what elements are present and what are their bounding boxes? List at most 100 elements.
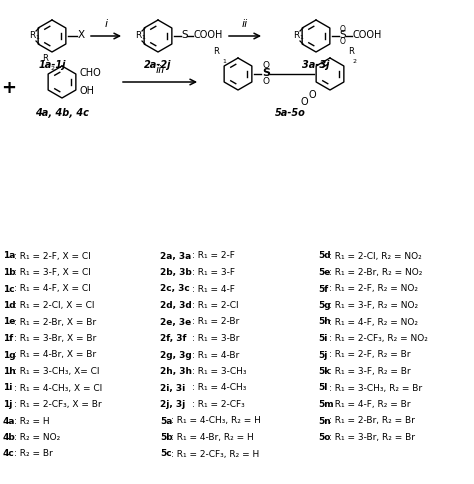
Text: 2f, 3f: 2f, 3f xyxy=(160,334,186,343)
Text: 2g, 3g: 2g, 3g xyxy=(160,350,192,360)
Text: 1: 1 xyxy=(142,35,146,40)
Text: 2i, 3i: 2i, 3i xyxy=(160,383,185,393)
Text: 4b: 4b xyxy=(3,433,16,442)
Text: 5e: 5e xyxy=(318,268,330,277)
Text: : R₁ = 3-CH₃, R₂ = Br: : R₁ = 3-CH₃, R₂ = Br xyxy=(329,383,422,393)
Text: COOH: COOH xyxy=(353,30,383,41)
Text: : R₁ = 4-CH₃, R₂ = H: : R₁ = 4-CH₃, R₂ = H xyxy=(171,417,261,425)
Text: 4a, 4b, 4c: 4a, 4b, 4c xyxy=(35,108,89,118)
Text: : R₁ = 2-CF₃, R₂ = NO₂: : R₁ = 2-CF₃, R₂ = NO₂ xyxy=(329,334,428,343)
Text: : R₁ = 4-CH₃, X = Cl: : R₁ = 4-CH₃, X = Cl xyxy=(14,383,102,393)
Text: O: O xyxy=(263,76,270,86)
Text: R: R xyxy=(213,47,219,56)
Text: 5b: 5b xyxy=(160,433,173,442)
Text: 2: 2 xyxy=(51,66,55,71)
Text: 5d: 5d xyxy=(318,252,331,260)
Text: : R₁ = 3-CH₃, X= Cl: : R₁ = 3-CH₃, X= Cl xyxy=(14,367,100,376)
Text: : R₁ = 3-F, R₂ = NO₂: : R₁ = 3-F, R₂ = NO₂ xyxy=(329,301,418,310)
Text: +: + xyxy=(1,79,17,97)
Text: : R₁ = 3-Br: : R₁ = 3-Br xyxy=(192,334,240,343)
Text: O: O xyxy=(300,97,308,107)
Text: 3a-3j: 3a-3j xyxy=(302,60,330,70)
Text: : R₁ = 2-CF₃: : R₁ = 2-CF₃ xyxy=(192,400,245,409)
Text: 1g: 1g xyxy=(3,350,16,360)
Text: 5n: 5n xyxy=(318,417,331,425)
Text: 2j, 3j: 2j, 3j xyxy=(160,400,185,409)
Text: : R₁ = 2-Br, X = Br: : R₁ = 2-Br, X = Br xyxy=(14,318,96,327)
Text: 5a-5o: 5a-5o xyxy=(274,108,305,118)
Text: OH: OH xyxy=(80,86,95,96)
Text: iii: iii xyxy=(155,65,164,75)
Text: 1h: 1h xyxy=(3,367,16,376)
Text: 5o: 5o xyxy=(318,433,330,442)
Text: 5l: 5l xyxy=(318,383,328,393)
Text: R: R xyxy=(42,54,48,63)
Text: : R₁ = 2-F, R₂ = Br: : R₁ = 2-F, R₂ = Br xyxy=(329,350,410,360)
Text: : R₁ = 2-F: : R₁ = 2-F xyxy=(192,252,236,260)
Text: : R₁ = 4-Br, R₂ = H: : R₁ = 4-Br, R₂ = H xyxy=(171,433,254,442)
Text: 2b, 3b: 2b, 3b xyxy=(160,268,192,277)
Text: S: S xyxy=(262,69,270,78)
Text: 5i: 5i xyxy=(318,334,328,343)
Text: R: R xyxy=(293,30,299,40)
Text: : R₁ = 3-CH₃: : R₁ = 3-CH₃ xyxy=(192,367,247,376)
Text: : R₁ = 4-F: : R₁ = 4-F xyxy=(192,285,236,293)
Text: : R₁ = 3-Br, R₂ = Br: : R₁ = 3-Br, R₂ = Br xyxy=(329,433,415,442)
Text: : R₁ = 4-Br: : R₁ = 4-Br xyxy=(192,350,240,360)
Text: : R₂ = H: : R₂ = H xyxy=(14,417,49,425)
Text: 1a-1j: 1a-1j xyxy=(38,60,66,70)
Text: : R₁ = 3-F, X = Cl: : R₁ = 3-F, X = Cl xyxy=(14,268,91,277)
Text: O: O xyxy=(263,61,270,71)
Text: 1e: 1e xyxy=(3,318,15,327)
Text: 2a-2j: 2a-2j xyxy=(144,60,172,70)
Text: O: O xyxy=(340,25,346,33)
Text: : R₁ = 4-F, R₂ = Br: : R₁ = 4-F, R₂ = Br xyxy=(329,400,410,409)
Text: 2: 2 xyxy=(353,59,357,64)
Text: 5g: 5g xyxy=(318,301,331,310)
Text: R: R xyxy=(29,30,35,40)
Text: COOH: COOH xyxy=(194,30,223,41)
Text: : R₂ = NO₂: : R₂ = NO₂ xyxy=(14,433,60,442)
Text: 1: 1 xyxy=(300,35,303,40)
Text: : R₁ = 2-Cl, R₂ = NO₂: : R₁ = 2-Cl, R₂ = NO₂ xyxy=(329,252,421,260)
Text: 2c, 3c: 2c, 3c xyxy=(160,285,190,293)
Text: : R₁ = 3-F, R₂ = Br: : R₁ = 3-F, R₂ = Br xyxy=(329,367,410,376)
Text: 4a: 4a xyxy=(3,417,16,425)
Text: S: S xyxy=(182,30,188,41)
Text: ii: ii xyxy=(242,19,248,29)
Text: 5f: 5f xyxy=(318,285,328,293)
Text: : R₁ = 2-F, R₂ = NO₂: : R₁ = 2-F, R₂ = NO₂ xyxy=(329,285,418,293)
Text: O: O xyxy=(340,37,346,46)
Text: 5h: 5h xyxy=(318,318,331,327)
Text: 1a: 1a xyxy=(3,252,15,260)
Text: 1: 1 xyxy=(222,59,226,64)
Text: 5m: 5m xyxy=(318,400,334,409)
Text: R: R xyxy=(348,47,354,56)
Text: : R₁ = 2-Cl: : R₁ = 2-Cl xyxy=(192,301,239,310)
Text: : R₁ = 4-F, R₂ = NO₂: : R₁ = 4-F, R₂ = NO₂ xyxy=(329,318,418,327)
Text: 5c: 5c xyxy=(160,450,172,458)
Text: : R₁ = 2-F, X = Cl: : R₁ = 2-F, X = Cl xyxy=(14,252,91,260)
Text: 1d: 1d xyxy=(3,301,16,310)
Text: 2e, 3e: 2e, 3e xyxy=(160,318,191,327)
Text: 1i: 1i xyxy=(3,383,12,393)
Text: 2h, 3h: 2h, 3h xyxy=(160,367,192,376)
Text: 5k: 5k xyxy=(318,367,330,376)
Text: S: S xyxy=(339,30,346,41)
Text: CHO: CHO xyxy=(80,68,102,78)
Text: O: O xyxy=(308,90,316,100)
Text: : R₁ = 2-CF₃, X = Br: : R₁ = 2-CF₃, X = Br xyxy=(14,400,101,409)
Text: X: X xyxy=(78,30,85,41)
Text: : R₁ = 2-Cl, X = Cl: : R₁ = 2-Cl, X = Cl xyxy=(14,301,94,310)
Text: : R₁ = 2-Br: : R₁ = 2-Br xyxy=(192,318,240,327)
Text: 1b: 1b xyxy=(3,268,16,277)
Text: : R₂ = Br: : R₂ = Br xyxy=(14,450,53,458)
Text: : R₁ = 4-CH₃: : R₁ = 4-CH₃ xyxy=(192,383,247,393)
Text: 4c: 4c xyxy=(3,450,15,458)
Text: : R₁ = 2-Br, R₂ = NO₂: : R₁ = 2-Br, R₂ = NO₂ xyxy=(329,268,422,277)
Text: 5a: 5a xyxy=(160,417,173,425)
Text: : R₁ = 3-F: : R₁ = 3-F xyxy=(192,268,236,277)
Text: : R₁ = 2-Br, R₂ = Br: : R₁ = 2-Br, R₂ = Br xyxy=(329,417,415,425)
Text: 2d, 3d: 2d, 3d xyxy=(160,301,192,310)
Text: : R₁ = 2-CF₃, R₂ = H: : R₁ = 2-CF₃, R₂ = H xyxy=(171,450,259,458)
